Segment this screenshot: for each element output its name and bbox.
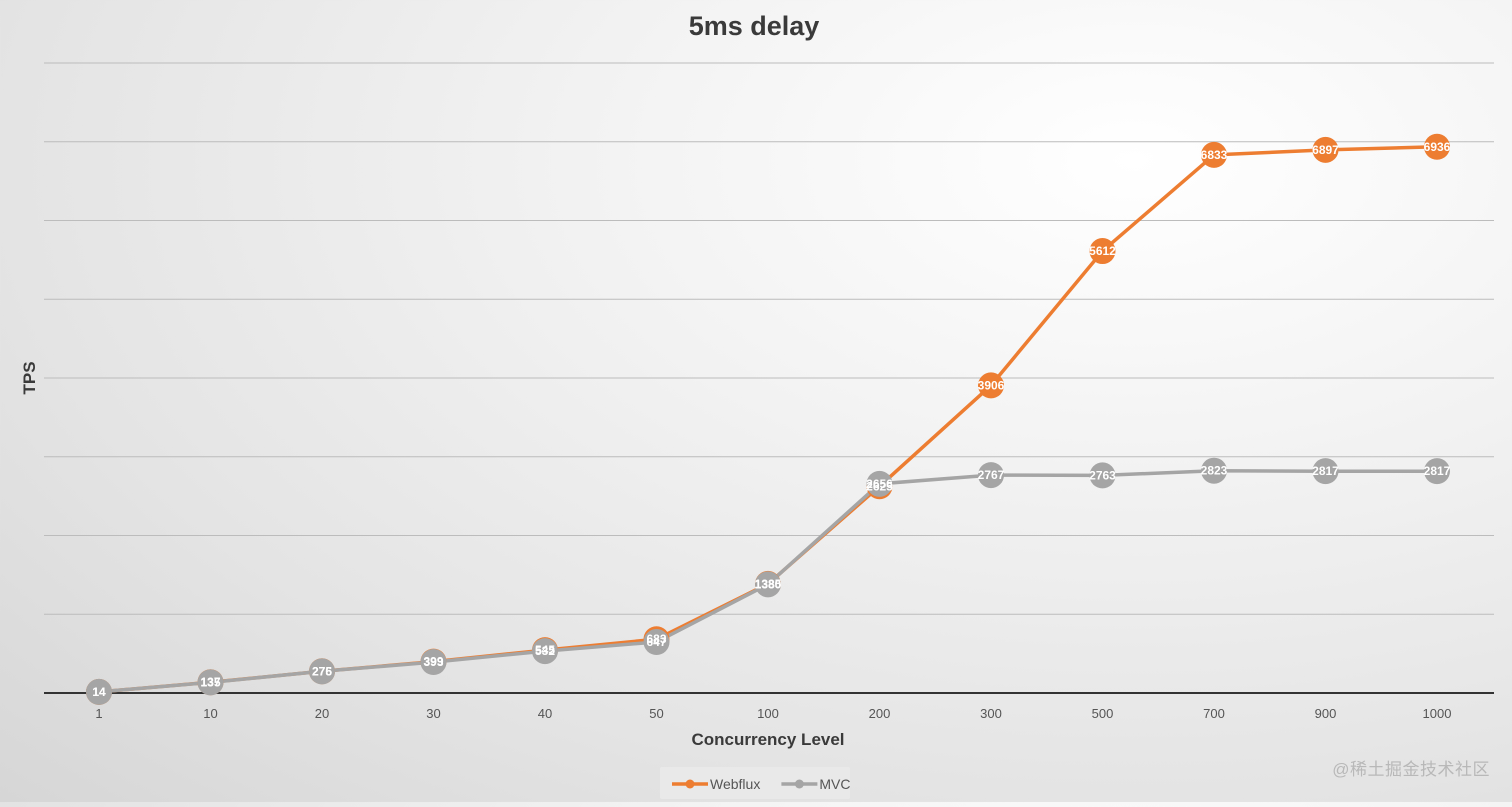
mvc-point: [1424, 458, 1450, 485]
x-tick-label: 1000: [1423, 706, 1452, 721]
mvc-data-label: 647: [646, 635, 666, 649]
mvc-data-label: 135: [200, 675, 220, 689]
mvc-point: [197, 669, 224, 696]
mvc-data-label: 532: [535, 644, 555, 658]
webflux-point: [1201, 141, 1227, 168]
gridlines: [44, 62, 1494, 694]
webflux-point: [1312, 136, 1339, 163]
mvc-data-label: 393: [423, 655, 443, 669]
webflux-data-label: 2625: [866, 479, 893, 493]
webflux-data-label: 6833: [1201, 148, 1228, 162]
mvc-legend-label: MVC: [819, 776, 850, 792]
data-labels: 14 137 276 399 545 683 1385 2625 3906 5612 6833 689…: [92, 140, 1450, 699]
legend: Webflux MVC: [660, 767, 851, 799]
x-tick-label: 20: [315, 706, 329, 721]
x-tick-label: 900: [1315, 706, 1337, 721]
mvc-point: [86, 678, 112, 705]
x-tick-label: 50: [649, 706, 663, 721]
mvc-point: [420, 649, 447, 676]
x-tick-label: 500: [1092, 706, 1114, 721]
mvc-point: [643, 629, 670, 656]
mvc-point: [532, 638, 558, 665]
webflux-point: [978, 372, 1004, 399]
x-axis-title: Concurrency Level: [691, 730, 844, 749]
webflux-data-label: 6897: [1312, 143, 1339, 157]
mvc-point: [978, 462, 1004, 489]
webflux-data-label: 1385: [755, 577, 782, 591]
series-markers: [86, 133, 1450, 705]
webflux-data-label: 14: [92, 685, 106, 699]
webflux-data-label: 3906: [978, 378, 1005, 392]
mvc-data-label: 2767: [978, 468, 1005, 482]
webflux-data-label: 6936: [1424, 140, 1451, 154]
mvc-data-label: 2823: [1201, 464, 1228, 478]
mvc-data-label: 2817: [1312, 464, 1339, 478]
mvc-data-label: 2763: [1089, 468, 1116, 482]
webflux-data-label: 399: [423, 655, 443, 669]
watermark: @稀土掘金技术社区: [1332, 760, 1490, 779]
mvc-point: [309, 658, 335, 685]
x-tick-labels: 1 10 20 30 40 50 100 200 300 500 700 900 1000: [95, 706, 1451, 721]
webflux-data-label: 545: [535, 643, 555, 657]
x-tick-label: 200: [869, 706, 891, 721]
x-tick-label: 1: [95, 706, 102, 721]
mvc-point: [1201, 457, 1227, 484]
webflux-data-label: 137: [200, 675, 220, 689]
x-tick-label: 30: [426, 706, 440, 721]
webflux-legend-marker: [685, 779, 695, 789]
webflux-data-label: 683: [646, 632, 666, 646]
mvc-legend-marker: [794, 779, 804, 789]
webflux-data-label: 276: [312, 664, 332, 678]
webflux-point: [1089, 238, 1116, 265]
x-tick-label: 10: [203, 706, 217, 721]
chart-title: 5ms delay: [689, 11, 820, 41]
webflux-point: [1424, 133, 1450, 160]
mvc-data-label: 2656: [866, 477, 893, 491]
mvc-data-label: 275: [312, 664, 332, 678]
mvc-point: [1312, 458, 1339, 485]
webflux-legend-label: Webflux: [710, 776, 760, 792]
mvc-point: [755, 571, 781, 598]
x-tick-label: 40: [538, 706, 552, 721]
webflux-data-label: 5612: [1089, 244, 1116, 258]
mvc-point: [1089, 462, 1116, 489]
x-tick-label: 300: [980, 706, 1002, 721]
mvc-data-label: 14: [92, 685, 106, 699]
mvc-point: [866, 470, 893, 497]
x-tick-label: 100: [757, 706, 779, 721]
y-axis-title: TPS: [20, 361, 39, 394]
mvc-data-label: 2817: [1424, 464, 1451, 478]
webflux-series-line: [97, 145, 1439, 694]
x-tick-label: 700: [1203, 706, 1225, 721]
series-lines: [97, 145, 1439, 694]
mvc-data-label: 1380: [755, 577, 782, 591]
legend-box: [660, 767, 850, 799]
